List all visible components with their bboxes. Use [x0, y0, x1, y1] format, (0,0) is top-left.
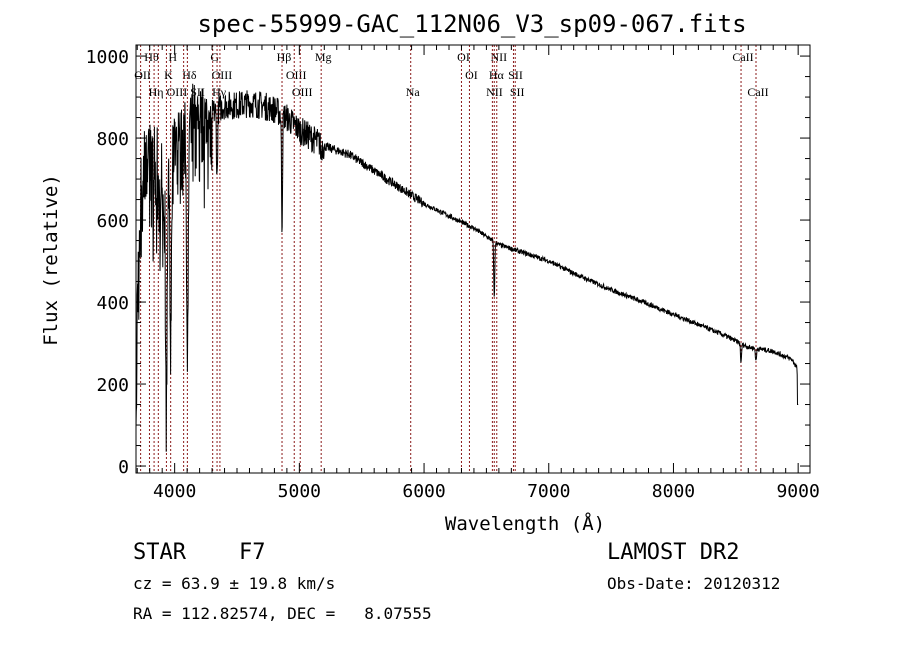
marker-label: OI	[465, 68, 478, 82]
spectrum-series	[135, 83, 799, 452]
marker-label: OIII	[212, 68, 233, 82]
marker-label: Hθ	[144, 50, 159, 64]
marker-label: OIII	[292, 85, 313, 99]
spectrum-line	[135, 83, 799, 452]
line-markers: Hθ H G Hβ Mg OI NII CaII OII K Hδ OIII OIII OI Hα SII OI…	[134, 45, 769, 473]
marker-label: K	[164, 68, 173, 82]
coordinates: RA = 112.82574, DEC = 8.07555	[133, 604, 432, 623]
chart-title: spec-55999-GAC_112N06_V3_sp09-067.fits	[197, 10, 746, 38]
x-tick-label: 9000	[776, 481, 819, 502]
marker-label: Hη	[149, 85, 164, 99]
marker-label: G	[210, 50, 219, 64]
y-tick-label: 1000	[86, 47, 129, 68]
marker-label: OI	[457, 50, 470, 64]
marker-label: Na	[406, 85, 421, 99]
marker-label: SII	[510, 85, 525, 99]
survey-name: LAMOST DR2	[607, 540, 740, 565]
x-tick-label: 8000	[652, 481, 695, 502]
marker-label: Hγ	[212, 85, 227, 99]
marker-label: CaII	[747, 85, 768, 99]
obs-date: Obs-Date: 20120312	[607, 574, 781, 593]
marker-label: Hβ	[277, 50, 292, 64]
redshift-cz: cz = 63.9 ± 19.8 km/s	[133, 574, 336, 593]
y-tick-label: 200	[96, 375, 129, 396]
x-tick-label: 5000	[278, 481, 321, 502]
marker-label: OIII	[286, 68, 307, 82]
axes: 4000 5000 6000 7000 8000 9000 0 200 400 600 800 100…	[86, 44, 820, 502]
x-axis-label: Wavelength (Å)	[445, 512, 605, 535]
object-class: STAR F7	[133, 540, 266, 565]
x-tick-label: 6000	[402, 481, 445, 502]
marker-label: OIII	[167, 85, 188, 99]
marker-label: NII	[486, 85, 503, 99]
marker-label: NII	[490, 50, 507, 64]
marker-label: Hα	[489, 68, 505, 82]
y-tick-label: 0	[118, 457, 129, 478]
marker-label: Mg	[315, 50, 332, 64]
y-tick-label: 400	[96, 293, 129, 314]
plot-frame	[135, 44, 811, 474]
y-axis-label: Flux (relative)	[40, 174, 62, 346]
y-tick-label: 800	[96, 129, 129, 150]
y-tick-label: 600	[96, 211, 129, 232]
marker-label: CaII	[732, 50, 753, 64]
marker-label: OII	[134, 68, 151, 82]
marker-label: H	[168, 50, 177, 64]
x-tick-label: 4000	[153, 481, 196, 502]
x-tick-label: 7000	[527, 481, 570, 502]
marker-label: Hδ	[182, 68, 197, 82]
